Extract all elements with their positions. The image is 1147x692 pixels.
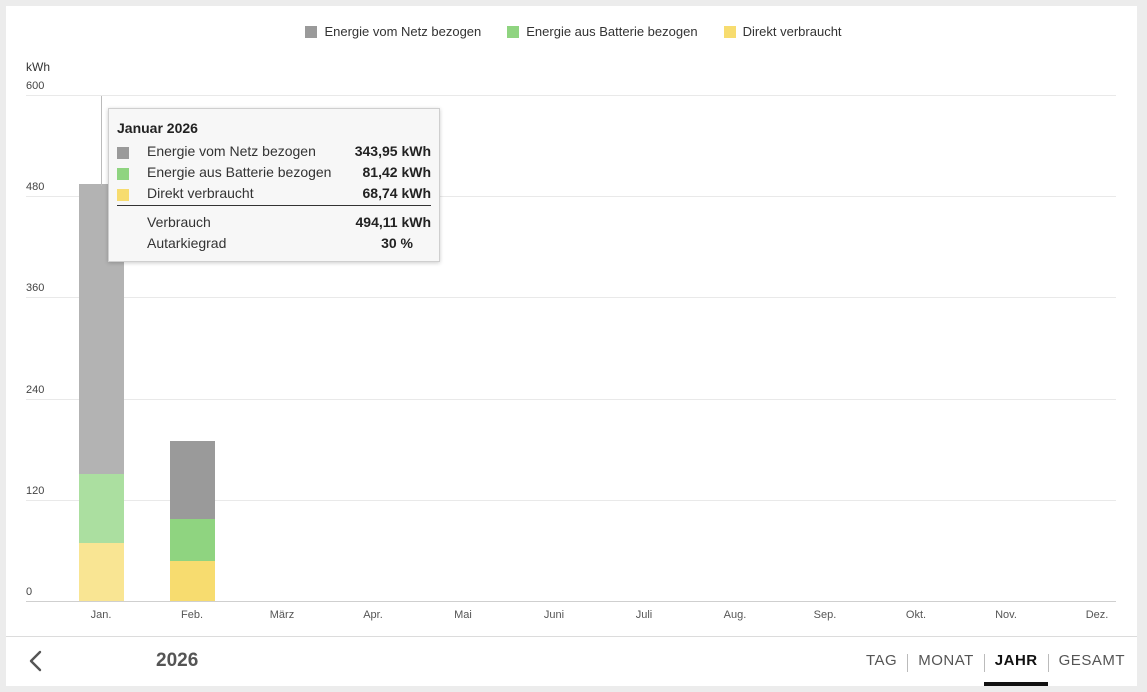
tooltip-label-battery: Energie aus Batterie bezogen	[147, 164, 332, 180]
x-tick-label: Apr.	[363, 609, 383, 621]
legend-swatch-battery	[507, 25, 520, 38]
legend-label-direct: Direkt verbraucht	[742, 24, 842, 39]
tab-separator	[983, 654, 985, 672]
legend-swatch-grid	[305, 25, 318, 38]
gridline	[26, 297, 1116, 298]
tooltip-consumption-value: 494,11 kWh	[355, 214, 432, 230]
previous-year-button[interactable]	[24, 648, 50, 674]
tooltip-value-battery: 81,42 kWh	[362, 164, 431, 180]
gridline	[26, 500, 1116, 501]
y-tick-label: 120	[26, 485, 45, 497]
legend-item-grid[interactable]: Energie vom Netz bezogen	[305, 24, 481, 39]
bar-segment[interactable]	[170, 441, 215, 519]
tooltip-autarky-label: Autarkiegrad	[147, 235, 227, 251]
bar-segment[interactable]	[79, 474, 124, 543]
tooltip-value-direct: 68,74 kWh	[362, 185, 431, 201]
gridline	[26, 399, 1116, 400]
x-tick-label: Aug.	[723, 609, 747, 621]
tab-day[interactable]: TAG	[866, 652, 898, 669]
tooltip-swatch-direct	[117, 189, 129, 201]
x-tick-label: Jan.	[90, 609, 112, 621]
x-tick-label: Dez.	[1085, 609, 1109, 621]
tooltip-row-direct: Direkt verbraucht 68,74 kWh	[117, 185, 431, 205]
x-tick-label: Okt.	[905, 609, 927, 621]
legend-swatch-direct	[723, 25, 736, 38]
tab-total[interactable]: GESAMT	[1058, 652, 1125, 669]
gridline	[26, 95, 1116, 96]
bar-segment[interactable]	[170, 518, 215, 561]
y-tick-label: 480	[26, 181, 45, 193]
tab-separator	[907, 654, 909, 672]
x-tick-label: Feb.	[180, 609, 203, 621]
tooltip-row-battery: Energie aus Batterie bezogen 81,42 kWh	[117, 164, 431, 184]
x-tick-label: Nov.	[995, 609, 1017, 621]
tooltip-consumption-label: Verbrauch	[147, 214, 211, 230]
legend-label-grid: Energie vom Netz bezogen	[324, 24, 482, 39]
y-tick-label: 360	[26, 282, 45, 294]
y-tick-label: 600	[26, 80, 45, 92]
tooltip-value-grid: 343,95 kWh	[354, 143, 431, 159]
tooltip-label-grid: Energie vom Netz bezogen	[147, 143, 316, 159]
bar-segment[interactable]	[170, 561, 215, 601]
range-tabs: TAG MONAT JAHR GESAMT	[856, 652, 1135, 674]
current-year: 2026	[156, 650, 199, 671]
x-tick-label: Juni	[543, 609, 565, 621]
y-axis-unit: kWh	[26, 60, 50, 74]
tooltip-row-grid: Energie vom Netz bezogen 343,95 kWh	[117, 143, 431, 163]
tooltip-label-direct: Direkt verbraucht	[147, 185, 254, 201]
x-tick-label: Juli	[635, 609, 653, 621]
legend-item-battery[interactable]: Energie aus Batterie bezogen	[507, 24, 698, 39]
y-tick-label: 0	[26, 586, 33, 598]
x-tick-label: März	[269, 609, 295, 621]
hover-cursor-line	[101, 96, 102, 186]
tooltip-swatch-grid	[117, 147, 129, 159]
tooltip-divider	[117, 205, 431, 206]
footer-divider	[6, 636, 1137, 637]
tooltip-title: Januar 2026	[117, 120, 198, 136]
tab-separator	[1047, 654, 1049, 672]
tooltip-swatch-battery	[117, 168, 129, 180]
gridline	[26, 196, 1116, 197]
y-tick-label: 240	[26, 384, 45, 396]
tab-year[interactable]: JAHR	[994, 652, 1038, 669]
x-tick-label: Mai	[454, 609, 472, 621]
x-tick-label: Sep.	[813, 609, 837, 621]
legend-item-direct[interactable]: Direkt verbraucht	[723, 24, 842, 39]
active-tab-indicator	[984, 682, 1048, 686]
tab-month[interactable]: MONAT	[918, 652, 974, 669]
tooltip-row-autarky: Autarkiegrad 30 %	[117, 235, 431, 255]
gridline	[26, 601, 1116, 602]
tooltip-autarky-value: 30 %	[381, 235, 413, 251]
chart-tooltip: Januar 2026 Energie vom Netz bezogen 343…	[108, 108, 440, 262]
chevron-left-icon	[29, 650, 42, 672]
bar-segment[interactable]	[79, 543, 124, 601]
legend-label-battery: Energie aus Batterie bezogen	[526, 24, 698, 39]
tooltip-row-consumption: Verbrauch 494,11 kWh	[117, 214, 431, 234]
chart-legend: Energie vom Netz bezogen Energie aus Bat…	[0, 24, 1147, 39]
